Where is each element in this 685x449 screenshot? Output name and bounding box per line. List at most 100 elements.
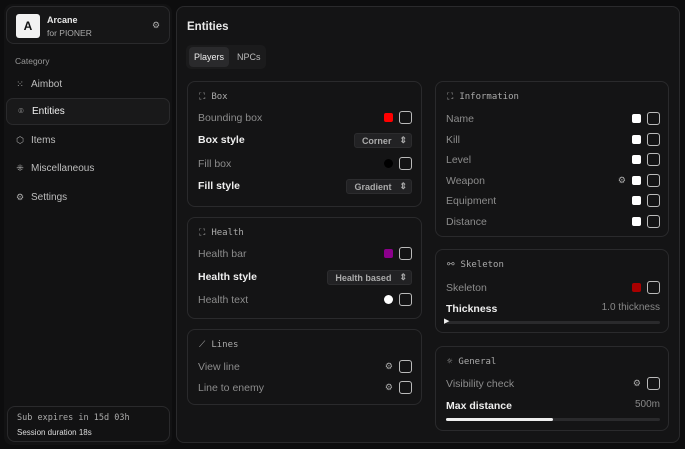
info-row-level: Level [446,152,660,168]
info-row-name: Name [446,111,660,127]
lines-section-title: ⟋ Lines [199,340,239,350]
page-title: Entities [187,21,229,33]
health-bar-checkbox[interactable] [399,247,412,260]
health-text-row: Health text [198,292,412,308]
color-swatch[interactable] [384,113,393,122]
information-section-title: ⛶ Information [447,92,519,102]
max-distance-row: Max distance 500m [446,399,660,412]
color-swatch[interactable] [632,175,641,185]
app-name: Arcane [47,15,78,25]
health-card: ⛶ Health Health bar Health style Health ba… [187,217,422,319]
info-label: Weapon [446,174,485,187]
category-label: Category [15,56,50,66]
grid-icon: ⁜ [16,163,24,173]
info-label: Equipment [446,195,497,207]
fill-style-select[interactable]: Gradient ⇕ [346,179,412,194]
info-checkbox[interactable] [647,112,660,125]
thickness-value: 1.0 thickness [601,302,660,313]
line-to-enemy-row: Line to enemy ⚙ [198,380,412,396]
view-line-row: View line ⚙ [198,359,412,375]
box-style-select[interactable]: Corner ⇕ [353,133,412,148]
info-checkbox[interactable] [647,132,660,146]
health-text-checkbox[interactable] [399,293,412,306]
gear-icon[interactable]: ⚙ [632,378,641,388]
color-swatch[interactable] [632,134,641,144]
thickness-row: Thickness 1.0 thickness [446,302,660,315]
tab-players[interactable]: Players [189,47,230,67]
line-to-enemy-checkbox[interactable] [399,381,412,394]
info-checkbox[interactable] [647,173,660,187]
app-logo: A [16,14,40,38]
skeleton-row: Skeleton [446,280,660,296]
gear-icon: ⚙ [15,192,25,202]
box-section-title: ⛶ Box [199,92,228,102]
bounding-box-row: Bounding box [198,110,412,126]
brand-card[interactable]: A Arcane for PIONER ⚙ [6,6,170,44]
box-card: ⛶ Box Bounding box Box style Corner ⇕ Fill … [187,81,422,207]
info-checkbox[interactable] [647,214,660,228]
visibility-check-row: Visibility check ⚙ [446,376,660,392]
gear-icon[interactable]: ⚙ [152,20,161,30]
health-bar-row: Health bar [198,246,412,262]
chevrons-icon: ⇕ [399,135,407,145]
gear-icon[interactable]: ⚙ [384,361,393,371]
bone-icon: ⚯ [447,260,455,270]
view-line-checkbox[interactable] [399,360,412,373]
tab-npcs[interactable]: NPCs [237,52,261,62]
info-checkbox[interactable] [647,194,660,207]
gear-icon[interactable]: ⚙ [617,174,626,185]
max-distance-value: 500m [634,399,660,410]
sidebar-item-aimbot[interactable]: ⁙ Aimbot [6,71,170,98]
fill-style-row: Fill style Gradient ⇕ [198,178,412,194]
color-swatch[interactable] [632,114,641,123]
chevrons-icon: ⇕ [399,181,407,191]
color-swatch[interactable] [632,216,641,226]
visibility-check-checkbox[interactable] [647,377,660,390]
info-label: Level [446,154,472,166]
app-subtitle: for PIONER [47,28,92,38]
sidebar [4,4,172,445]
information-card: ⛶ Information Name Kill Level Weapon ⚙ Equipme… [435,81,669,237]
crosshair-dots-icon: ⁙ [16,79,24,89]
info-row-kill: Kill [446,132,660,148]
info-label: Distance [446,215,487,228]
info-row-equipment: Equipment [446,193,660,209]
skeleton-checkbox[interactable] [647,281,660,294]
frame-icon: ⛶ [199,92,206,102]
session-duration: Session duration 18s [17,428,92,437]
chevrons-icon: ⇕ [399,272,407,282]
max-distance-slider[interactable] [446,418,660,421]
line-icon: ⟋ [199,340,206,350]
color-swatch[interactable] [384,295,393,304]
health-style-select[interactable]: Health based ⇕ [327,270,412,285]
sidebar-item-items[interactable]: ⬡ Items [6,127,170,154]
health-section-title: ⛶ Health [199,228,244,238]
sidebar-item-label: Miscellaneous [31,163,95,174]
color-swatch[interactable] [632,196,641,205]
health-style-row: Health style Health based ⇕ [198,269,412,285]
color-swatch[interactable] [632,283,641,292]
sidebar-item-settings[interactable]: ⚙ Settings [6,184,170,211]
skeleton-card: ⚯ Skeleton Skeleton Thickness 1.0 thicknes… [435,249,669,333]
color-swatch[interactable] [384,249,393,258]
thickness-slider[interactable]: ▶ [444,318,660,325]
sidebar-item-label: Entities [32,106,65,117]
frame-icon: ⛶ [447,92,454,102]
sidebar-item-miscellaneous[interactable]: ⁜ Miscellaneous [6,155,170,182]
general-section-title: ☼ General [447,357,497,367]
color-swatch[interactable] [384,159,393,168]
color-swatch[interactable] [632,155,641,164]
box-icon: ⬡ [16,135,24,145]
bounding-box-checkbox[interactable] [399,111,412,124]
info-row-distance: Distance [446,214,660,230]
sun-icon: ☼ [447,357,453,367]
info-label: Kill [446,133,461,146]
info-row-weapon: Weapon ⚙ [446,173,660,189]
sidebar-item-entities[interactable]: ⌾ Entities [6,98,170,125]
fill-box-checkbox[interactable] [399,157,412,170]
frame-icon: ⛶ [199,228,206,238]
info-checkbox[interactable] [647,153,660,166]
skeleton-section-title: ⚯ Skeleton [447,260,504,270]
slider-handle[interactable]: ▶ [444,318,450,325]
gear-icon[interactable]: ⚙ [384,382,393,392]
